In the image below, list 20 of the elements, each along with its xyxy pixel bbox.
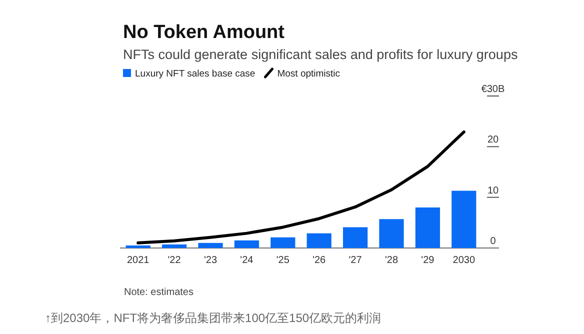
x-tick-label: '24 bbox=[240, 255, 254, 266]
y-tick-label: 0 bbox=[490, 236, 496, 247]
chart-subtitle: NFTs could generate significant sales and profits for luxury groups bbox=[123, 47, 518, 62]
x-tick-label: 2030 bbox=[452, 255, 476, 266]
chart-title: No Token Amount bbox=[123, 22, 286, 43]
x-tick-label: '28 bbox=[384, 255, 398, 266]
legend-label: Luxury NFT sales base case bbox=[135, 68, 256, 80]
x-tick-label: '23 bbox=[204, 255, 218, 266]
x-tick-label: '22 bbox=[168, 255, 182, 266]
y-tick-label: 10 bbox=[487, 185, 499, 196]
text: ↑到2030年，NFT将为奢侈品集团带来100亿至150亿欧元的利润 bbox=[45, 311, 382, 325]
x-tick-label: '25 bbox=[276, 255, 290, 266]
y-tick-label: 20 bbox=[487, 134, 499, 146]
x-tick-label: '29 bbox=[421, 255, 435, 266]
x-tick-label: '27 bbox=[348, 255, 362, 266]
legend-label: Most optimistic bbox=[277, 68, 340, 80]
text: Note: estimates bbox=[124, 287, 194, 298]
x-tick-label: 2021 bbox=[126, 255, 150, 266]
y-tick-label: €30B bbox=[481, 84, 506, 95]
x-tick-label: '26 bbox=[312, 255, 326, 266]
